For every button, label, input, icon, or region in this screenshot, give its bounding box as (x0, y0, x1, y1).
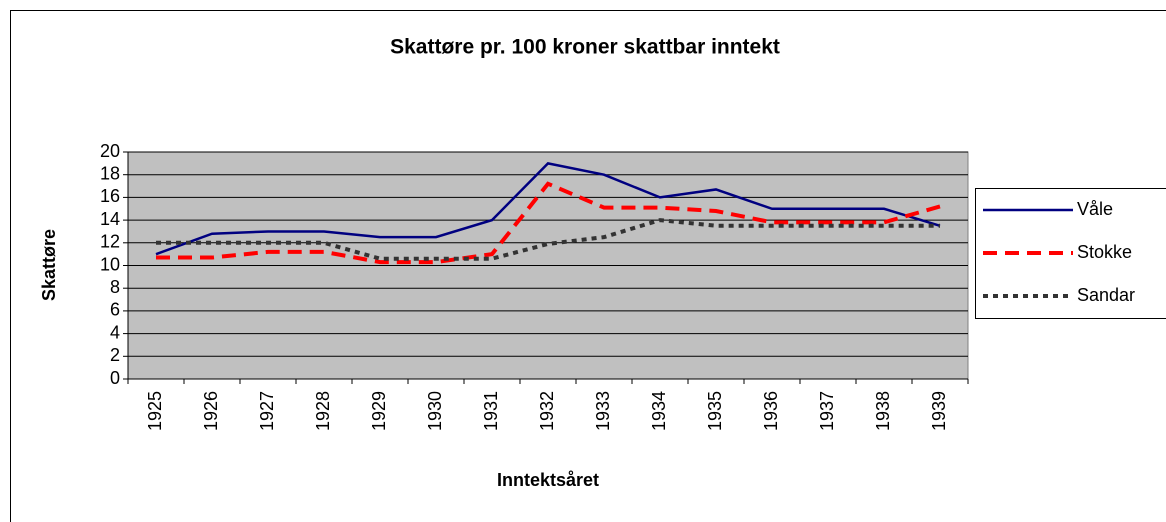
x-tick-label: 1934 (649, 391, 669, 431)
x-tick-label: 1928 (313, 391, 333, 431)
series-line (156, 181, 941, 265)
x-tick-label: 1933 (593, 391, 613, 431)
series-line (155, 161, 941, 256)
x-axis-label: Inntektsåret (497, 470, 599, 490)
legend-label: Stokke (1077, 242, 1132, 262)
x-tick-label: 1937 (817, 391, 837, 431)
y-tick-label: 12 (100, 232, 120, 252)
x-tick-label: 1931 (481, 391, 501, 431)
y-tick-label: 4 (110, 322, 120, 342)
y-tick-label: 0 (110, 368, 120, 388)
x-tick-label: 1938 (873, 391, 893, 431)
y-tick-label: 10 (100, 254, 120, 274)
x-tick-label: 1932 (537, 391, 557, 431)
x-tick-label: 1936 (761, 391, 781, 431)
y-tick-label: 16 (100, 186, 120, 206)
x-tick-label: 1927 (257, 391, 277, 431)
y-tick-label: 2 (110, 345, 120, 365)
x-tick-label: 1925 (145, 391, 165, 431)
series-line (156, 218, 940, 261)
y-tick-label: 14 (100, 209, 120, 229)
x-tick-label: 1935 (705, 391, 725, 431)
legend-box (975, 188, 1166, 319)
y-tick-label: 6 (110, 300, 120, 320)
legend-label: Sandar (1077, 285, 1135, 305)
x-tick-label: 1926 (201, 391, 221, 431)
y-tick-label: 18 (100, 163, 120, 183)
y-tick-label: 8 (110, 277, 120, 297)
x-tick-label: 1930 (425, 391, 445, 431)
x-tick-label: 1939 (929, 391, 949, 431)
y-tick-label: 20 (100, 141, 120, 161)
y-axis-label: Skattøre (39, 229, 59, 301)
chart-title: Skattøre pr. 100 kroner skattbar inntekt (390, 36, 780, 59)
x-tick-label: 1929 (369, 391, 389, 431)
legend-label: Våle (1077, 199, 1113, 219)
